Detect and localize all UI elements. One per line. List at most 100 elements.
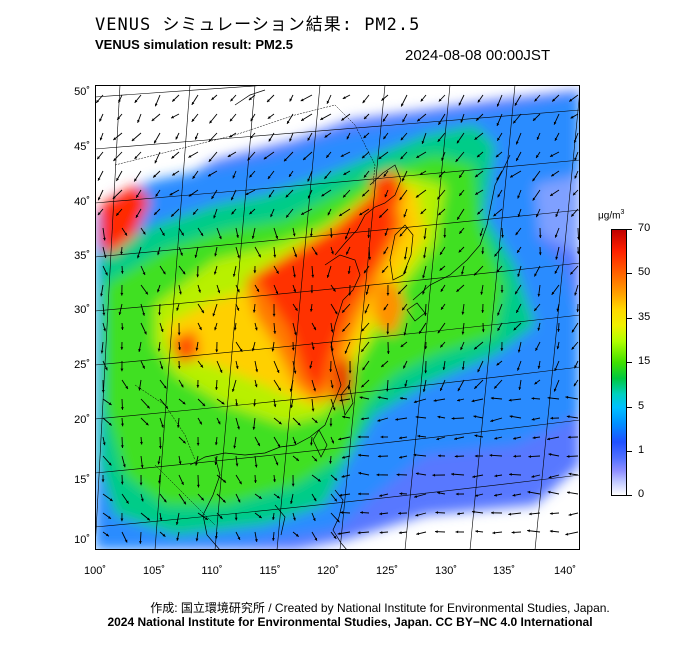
wind-vector-head <box>314 458 317 462</box>
wind-vector-head <box>415 513 419 517</box>
wind-vector-head <box>554 234 558 238</box>
wind-vector-head <box>171 213 174 217</box>
wind-vector-head <box>211 97 215 100</box>
wind-vector-head <box>223 479 226 483</box>
wind-vector-head <box>574 175 578 179</box>
wind-vector-head <box>295 533 299 537</box>
wind-vector-head <box>398 531 402 535</box>
wind-vector-head <box>172 98 176 102</box>
wind-vector-head <box>403 271 407 275</box>
wind-vector-head <box>342 415 346 419</box>
wind-vector-head <box>549 529 553 533</box>
wind-vector-head <box>213 271 217 275</box>
wind-vector-head <box>109 498 113 501</box>
wind-vector-head <box>549 512 553 515</box>
wind-vector-head <box>402 119 405 123</box>
wind-vector-head <box>571 346 575 350</box>
wind-vector-head <box>554 368 557 371</box>
wind-vector-head <box>382 269 385 273</box>
wind-vector-head <box>364 116 367 120</box>
wind-vector-head <box>400 137 404 141</box>
wind-vector-head <box>461 367 465 370</box>
wind-vector-head <box>157 252 160 256</box>
wind-vector-head <box>158 312 161 316</box>
wind-vector-head <box>479 233 483 237</box>
wind-vector-head <box>177 366 181 369</box>
wind-vector-head <box>537 293 541 297</box>
wind-vector-head <box>258 496 262 499</box>
wind-vector-head <box>567 435 571 439</box>
wind-vector-head <box>534 98 538 102</box>
wind-vector-head <box>257 443 260 446</box>
wind-vector-head <box>258 254 261 258</box>
wind-vector-head <box>329 369 333 372</box>
wind-vector-head <box>481 310 485 313</box>
wind-vector-head <box>180 252 183 256</box>
colorbar-label: 35 <box>638 311 651 323</box>
wind-vector-head <box>517 214 521 217</box>
wind-vector-head <box>147 517 150 521</box>
wind-vector-head <box>116 178 119 181</box>
wind-vector-head <box>437 330 441 334</box>
wind-vector-head <box>500 290 504 293</box>
wind-vector-head <box>456 289 460 292</box>
wind-vector-head <box>239 348 243 352</box>
title-japanese: VENUS シミュレーション結果: PM2.5 <box>95 15 421 35</box>
wind-vector-head <box>193 211 196 215</box>
wind-vector-head <box>233 445 237 449</box>
wind-vector-head <box>117 116 120 120</box>
wind-vector-head <box>472 475 476 478</box>
wind-vector-head <box>176 537 180 541</box>
wind-vector-head <box>398 511 401 515</box>
colorbar-label: 50 <box>638 266 651 278</box>
wind-vector-head <box>303 157 306 160</box>
wind-vector-head <box>310 442 313 446</box>
wind-vector-head <box>182 271 186 275</box>
wind-vector-head <box>105 272 108 276</box>
wind-vector-head <box>556 308 560 312</box>
wind-vector-head <box>145 291 148 295</box>
wind-vector-head <box>377 396 381 399</box>
wind-vector-head <box>437 138 441 142</box>
wind-vector-head <box>494 385 497 389</box>
wind-vector-head <box>118 312 122 315</box>
wind-vector-head <box>403 214 407 218</box>
borders <box>114 104 376 526</box>
wind-vector-head <box>161 424 164 428</box>
wind-vector-head <box>399 233 403 237</box>
wind-vector-head <box>178 347 181 351</box>
wind-vector-head <box>219 515 223 519</box>
wind-vector-head <box>163 499 167 503</box>
wind-vector-head <box>214 253 218 257</box>
wind-vector-head <box>515 232 519 236</box>
wind-vector-head <box>474 454 478 458</box>
colorbar-label: 1 <box>638 444 645 456</box>
wind-vector-head <box>254 327 258 331</box>
wind-vector-head <box>435 511 439 514</box>
wind-vector-head <box>553 121 557 125</box>
wind-vector-head <box>441 157 444 161</box>
wind-vector-head <box>435 530 438 534</box>
wind-vector-head <box>511 531 515 534</box>
wind-vector-head <box>451 472 454 476</box>
wind-vector-head <box>144 331 147 335</box>
wind-vector-head <box>277 444 281 448</box>
wind-vector-head <box>455 158 459 162</box>
wind-vector-head <box>362 367 366 371</box>
wind-vector-head <box>139 482 143 486</box>
wind-vector-head <box>317 478 321 482</box>
title-english: VENUS simulation result: PM2.5 <box>95 37 293 52</box>
wind-vector-head <box>517 349 521 353</box>
lat-label: 25˚ <box>74 359 90 371</box>
wind-vector-head <box>267 116 271 119</box>
wind-vector-head <box>344 350 348 354</box>
wind-vector-head <box>140 441 143 445</box>
coastlines <box>189 89 511 550</box>
wind-vector-head <box>194 136 198 140</box>
wind-vector-head <box>294 254 297 258</box>
wind-vector-head <box>537 327 541 331</box>
wind-vector-head <box>208 173 211 177</box>
wind-vector-head <box>227 154 231 157</box>
wind-vector-head <box>217 290 221 294</box>
wind-vector-head <box>236 235 239 238</box>
